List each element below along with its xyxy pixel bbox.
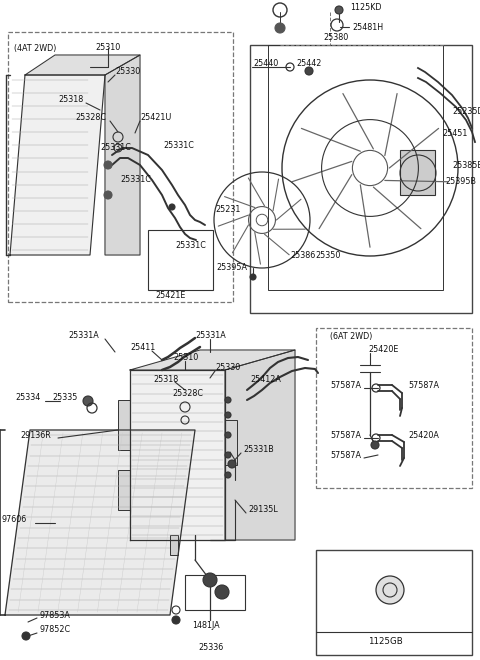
Circle shape xyxy=(371,441,379,449)
Bar xyxy=(148,230,213,290)
Polygon shape xyxy=(10,75,105,255)
Text: 25440: 25440 xyxy=(253,59,278,69)
Text: 57587A: 57587A xyxy=(330,381,361,389)
Polygon shape xyxy=(25,55,140,75)
Circle shape xyxy=(203,573,217,587)
Text: (6AT 2WD): (6AT 2WD) xyxy=(330,331,372,341)
Text: 25442: 25442 xyxy=(296,59,322,69)
Bar xyxy=(170,535,178,555)
Text: 29136R: 29136R xyxy=(20,430,51,440)
Bar xyxy=(8,32,233,302)
Circle shape xyxy=(335,6,343,14)
Circle shape xyxy=(250,274,256,280)
Text: (4AT 2WD): (4AT 2WD) xyxy=(14,44,56,53)
Text: 25420A: 25420A xyxy=(408,430,439,440)
Polygon shape xyxy=(130,370,225,540)
Text: 1481JA: 1481JA xyxy=(192,620,220,630)
Bar xyxy=(118,470,130,510)
Text: 25328C: 25328C xyxy=(172,389,203,399)
Bar xyxy=(316,550,472,655)
Circle shape xyxy=(104,191,112,199)
Text: 25331A: 25331A xyxy=(68,331,99,341)
Circle shape xyxy=(376,576,404,604)
Circle shape xyxy=(275,23,285,33)
Circle shape xyxy=(22,632,30,640)
Polygon shape xyxy=(5,430,195,615)
Text: 25334: 25334 xyxy=(15,393,40,403)
Bar xyxy=(185,575,245,610)
Circle shape xyxy=(225,412,231,418)
Polygon shape xyxy=(225,350,295,540)
Text: 1125GB: 1125GB xyxy=(368,636,403,645)
Polygon shape xyxy=(105,55,140,255)
Text: 25451: 25451 xyxy=(442,129,468,137)
Bar xyxy=(268,45,443,290)
Text: 25318: 25318 xyxy=(58,96,83,104)
Bar xyxy=(400,150,435,195)
Text: 25330: 25330 xyxy=(215,364,240,372)
Text: 57587A: 57587A xyxy=(408,381,439,389)
Text: 25350: 25350 xyxy=(315,251,340,259)
Circle shape xyxy=(305,67,313,75)
Text: 25331C: 25331C xyxy=(100,143,131,152)
Text: 25395B: 25395B xyxy=(445,178,476,187)
Text: 25231: 25231 xyxy=(215,205,240,214)
Text: 25331C: 25331C xyxy=(163,141,194,150)
Text: 25481H: 25481H xyxy=(352,22,383,32)
Circle shape xyxy=(169,204,175,210)
Text: 25420E: 25420E xyxy=(368,345,398,354)
Text: 25328C: 25328C xyxy=(75,114,106,123)
Text: 29135L: 29135L xyxy=(248,506,278,515)
Text: 97606: 97606 xyxy=(2,515,27,525)
Bar xyxy=(250,45,472,313)
Text: 25310: 25310 xyxy=(173,354,198,362)
Circle shape xyxy=(83,396,93,406)
Text: 25335: 25335 xyxy=(52,393,77,403)
Text: 25386: 25386 xyxy=(290,251,315,259)
Bar xyxy=(316,328,472,488)
Text: 57587A: 57587A xyxy=(330,451,361,459)
Circle shape xyxy=(228,460,236,468)
Text: 1125KD: 1125KD xyxy=(350,3,382,13)
Circle shape xyxy=(172,616,180,624)
Text: 25411: 25411 xyxy=(130,343,155,352)
Text: 25421E: 25421E xyxy=(155,292,185,300)
Polygon shape xyxy=(130,350,295,370)
Text: 97853A: 97853A xyxy=(40,610,71,620)
Text: 25235D: 25235D xyxy=(452,108,480,117)
Text: 25331B: 25331B xyxy=(243,446,274,455)
Text: 25336: 25336 xyxy=(198,644,223,653)
Text: 25331C: 25331C xyxy=(120,176,151,185)
Text: 25318: 25318 xyxy=(153,374,178,383)
Circle shape xyxy=(225,452,231,458)
Circle shape xyxy=(215,585,229,599)
Text: 25331C: 25331C xyxy=(175,240,206,249)
Circle shape xyxy=(225,397,231,403)
Text: 25330: 25330 xyxy=(115,67,140,77)
Bar xyxy=(118,400,130,450)
Circle shape xyxy=(225,432,231,438)
Text: 25310: 25310 xyxy=(95,44,120,53)
Circle shape xyxy=(225,472,231,478)
Bar xyxy=(225,420,237,465)
Text: 25412A: 25412A xyxy=(250,376,281,385)
Text: 25331A: 25331A xyxy=(195,331,226,341)
Text: 25385B: 25385B xyxy=(452,160,480,170)
Text: 97852C: 97852C xyxy=(40,626,71,634)
Text: 25395A: 25395A xyxy=(216,263,247,273)
Circle shape xyxy=(104,161,112,169)
Text: 57587A: 57587A xyxy=(330,430,361,440)
Text: 25380: 25380 xyxy=(323,34,348,42)
Text: 25421U: 25421U xyxy=(140,114,171,123)
